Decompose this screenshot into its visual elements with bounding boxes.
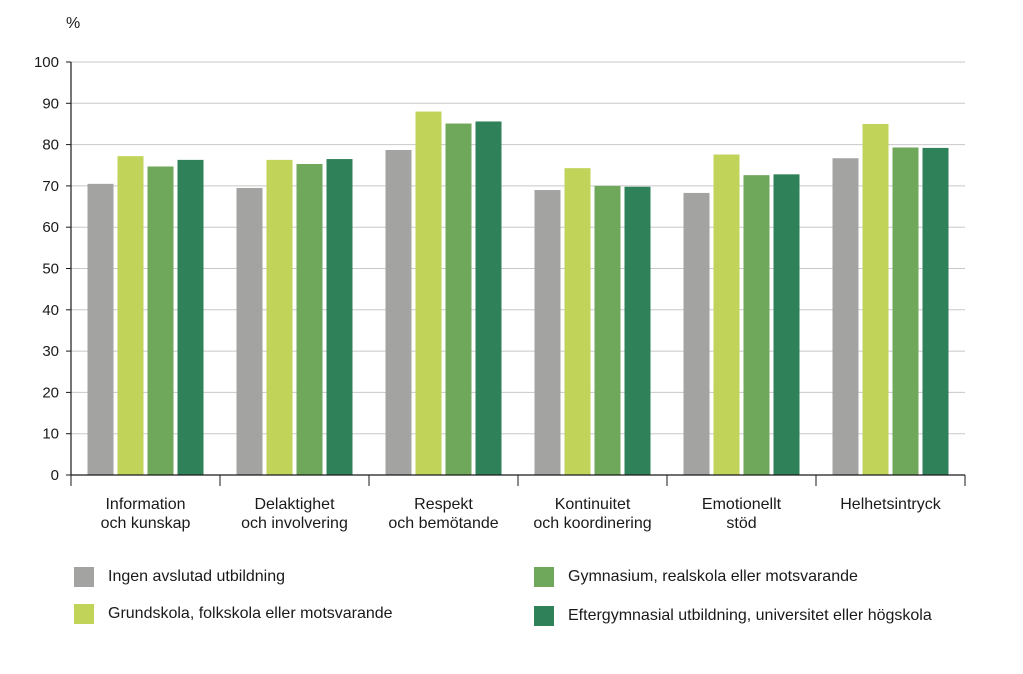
bar-s0-c4 — [683, 192, 710, 475]
x-category-label: Helhetsintryck — [840, 496, 941, 513]
bar-s2-c2 — [445, 123, 472, 476]
y-tick-label: 50 — [42, 261, 59, 278]
bar-s2-c4 — [743, 175, 770, 476]
bar-s2-c3 — [594, 185, 621, 475]
x-category-label: och bemötande — [388, 515, 498, 532]
y-tick-label: 0 — [51, 467, 59, 484]
y-tick-label: 70 — [42, 178, 59, 195]
x-category-label: och kunskap — [101, 515, 191, 532]
y-axis-unit: % — [66, 15, 80, 32]
bar-s0-c2 — [385, 149, 412, 475]
x-category-label: stöd — [726, 515, 756, 532]
bar-s2-c0 — [147, 166, 174, 475]
bar-s3-c0 — [177, 159, 204, 476]
y-tick-label: 20 — [42, 384, 59, 401]
bar-s1-c0 — [117, 156, 144, 475]
bar-s2-c5 — [892, 147, 919, 475]
bar-s1-c4 — [713, 154, 740, 475]
axes — [70, 62, 966, 486]
x-axis-labels: Information och kunskap Delaktighet och inv… — [101, 496, 942, 532]
bar-s1-c3 — [564, 168, 591, 476]
bar-s0-c1 — [236, 187, 263, 475]
y-tick-label: 100 — [34, 54, 59, 71]
x-category-label: Delaktighet — [254, 496, 335, 513]
bar-s0-c5 — [832, 158, 859, 475]
x-category-label: och koordinering — [533, 515, 651, 532]
bar-s1-c1 — [266, 159, 293, 476]
bar-s1-c2 — [415, 111, 442, 475]
bar-s2-c1 — [296, 164, 323, 476]
y-tick-label: 60 — [42, 219, 59, 236]
bar-s3-c5 — [922, 147, 949, 476]
bar-s3-c1 — [326, 159, 353, 475]
y-tick-label: 80 — [42, 137, 59, 154]
bar-s3-c4 — [773, 174, 800, 475]
x-category-label: och involvering — [241, 515, 348, 532]
x-category-label: Respekt — [414, 496, 473, 513]
y-tick-label: 30 — [42, 343, 59, 360]
bars — [87, 111, 949, 476]
bar-s1-c5 — [862, 123, 889, 475]
y-tick-label: 90 — [42, 95, 59, 112]
y-axis-ticks: 0 10 20 30 40 50 60 70 80 90 100 — [34, 54, 71, 484]
x-category-label: Kontinuitet — [555, 496, 631, 513]
bar-s3-c3 — [624, 186, 651, 475]
gridlines — [71, 61, 965, 435]
bar-s0-c3 — [534, 190, 561, 475]
y-tick-label: 10 — [42, 426, 59, 443]
y-tick-label: 40 — [42, 302, 59, 319]
bar-s0-c0 — [87, 183, 114, 475]
bar-s3-c2 — [475, 121, 502, 476]
x-category-label: Emotionellt — [702, 496, 782, 513]
x-category-label: Information — [105, 496, 185, 513]
